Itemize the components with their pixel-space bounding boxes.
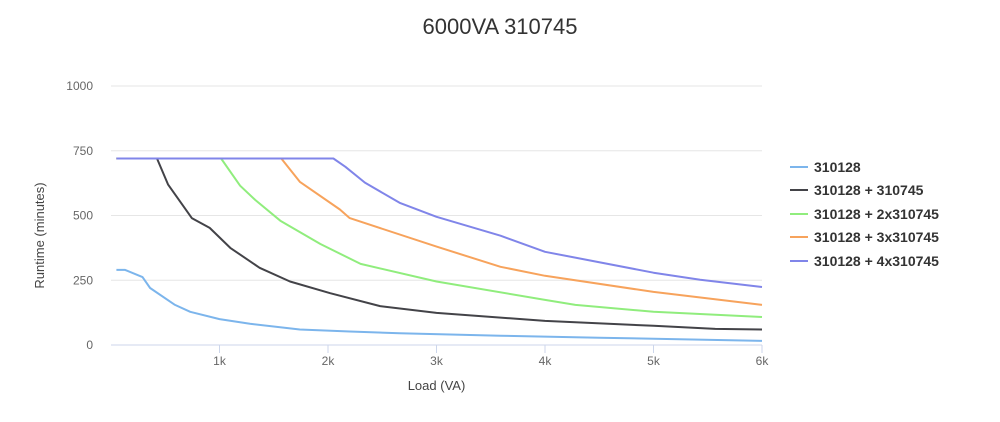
series-line-1 [116, 157, 763, 331]
legend-swatch [790, 212, 808, 215]
y-tick-label: 750 [73, 144, 93, 158]
legend-item[interactable]: 310128 + 4x310745 [790, 249, 939, 273]
y-tick-label: 500 [73, 209, 93, 223]
x-tick-label: 2k [322, 354, 336, 368]
legend-swatch [790, 165, 808, 168]
legend-item[interactable]: 310128 + 3x310745 [790, 226, 939, 250]
legend-label: 310128 + 3x310745 [814, 229, 939, 246]
legend-label: 310128 + 310745 [814, 182, 924, 199]
legend-label: 310128 + 2x310745 [814, 205, 939, 222]
legend-swatch [790, 259, 808, 262]
chart-title: 6000VA 310745 [422, 14, 578, 39]
x-tick-label: 4k [539, 354, 553, 368]
x-axis-label: Load (VA) [408, 378, 466, 393]
y-tick-label: 0 [86, 338, 93, 352]
series-line-4 [116, 157, 763, 288]
x-tick-label: 5k [647, 354, 661, 368]
series-line-2 [116, 157, 763, 318]
series-line-3 [116, 157, 763, 306]
x-tick-label: 1k [213, 354, 227, 368]
legend-label: 310128 [814, 158, 861, 175]
y-tick-label: 250 [73, 273, 93, 287]
legend-swatch [790, 236, 808, 239]
y-tick-label: 1000 [66, 79, 93, 93]
legend-item[interactable]: 310128 [790, 155, 939, 179]
x-tick-label: 3k [430, 354, 444, 368]
legend-item[interactable]: 310128 + 2x310745 [790, 202, 939, 226]
x-tick-label: 6k [756, 354, 770, 368]
y-axis-label: Runtime (minutes) [32, 182, 47, 288]
legend: 310128 310128 + 310745 310128 + 2x310745 31… [790, 155, 939, 273]
legend-swatch [790, 189, 808, 192]
legend-label: 310128 + 4x310745 [814, 252, 939, 269]
series-line-0 [116, 268, 763, 342]
legend-item[interactable]: 310128 + 310745 [790, 179, 939, 203]
